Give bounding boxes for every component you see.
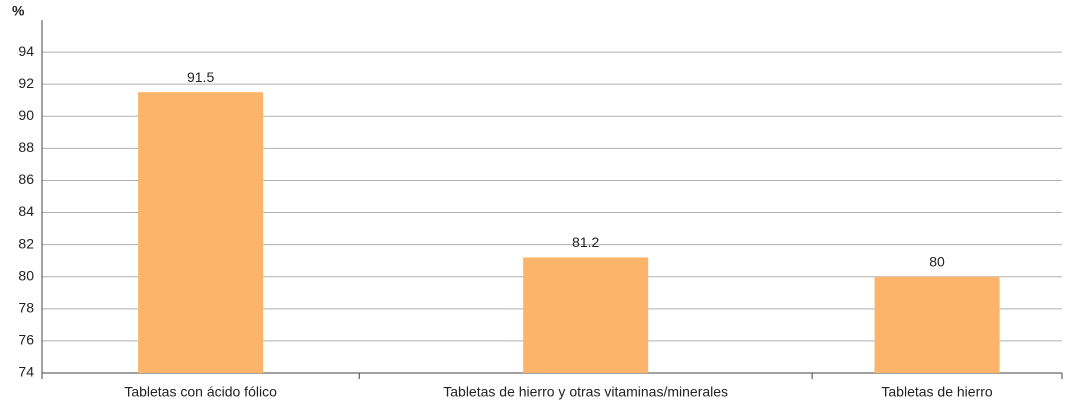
x-tick-label: Tabletas con ácido fólico [124, 384, 277, 400]
y-tick-label: 74 [18, 364, 34, 380]
y-tick-label: 88 [18, 139, 34, 155]
bar [523, 257, 649, 373]
y-tick-label: 86 [18, 171, 34, 187]
bar [138, 92, 264, 374]
y-tick-label: 90 [18, 107, 34, 123]
y-tick-label: 80 [18, 267, 34, 283]
y-axis-label: % [12, 3, 25, 19]
bar [874, 276, 1000, 373]
y-tick-label: 94 [18, 43, 34, 59]
data-label: 80 [929, 253, 945, 269]
y-tick-label: 78 [18, 300, 34, 316]
x-tick-label: Tabletas de hierro [881, 384, 993, 400]
data-label: 81.2 [572, 234, 599, 250]
x-tick-label: Tabletas de hierro y otras vitaminas/min… [443, 384, 728, 400]
y-tick-label: 92 [18, 75, 34, 91]
y-tick-label: 82 [18, 235, 34, 251]
y-tick-label: 84 [18, 203, 34, 219]
y-tick-label: 76 [18, 332, 34, 348]
data-label: 91.5 [187, 69, 214, 85]
